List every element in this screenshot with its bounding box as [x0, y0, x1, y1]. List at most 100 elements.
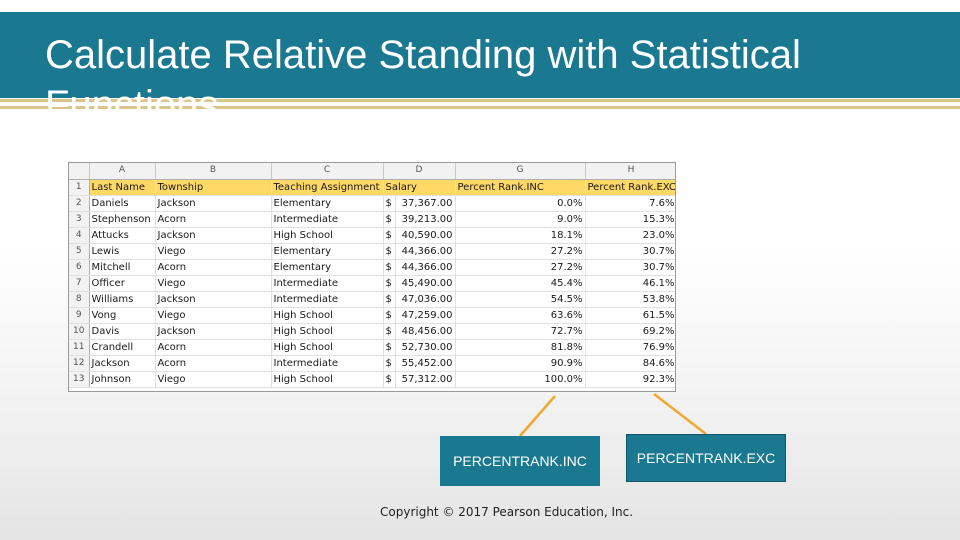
cell-last: Attucks: [89, 227, 156, 244]
cell-cur: $: [383, 275, 396, 292]
cell-cur: $: [383, 339, 396, 356]
cell-assignment: Elementary: [271, 195, 384, 212]
callout-label: PERCENTRANK.EXC: [636, 450, 776, 466]
cell-last: Stephenson: [89, 211, 156, 228]
row-number: 2: [69, 195, 90, 212]
column-letter: G: [455, 163, 586, 180]
table-row: 3 Stephenson Acorn Intermediate $39,213.00 9.…: [69, 211, 675, 228]
row-number: 9: [69, 307, 90, 324]
cell-inc: 18.1%: [455, 227, 586, 244]
column-letter: A: [89, 163, 156, 180]
cell-assignment: High School: [271, 323, 384, 340]
cell-township: Acorn: [155, 211, 272, 228]
cell-assignment: Intermediate: [271, 211, 384, 228]
cell-inc: 27.2%: [455, 243, 586, 260]
cell-last: Daniels: [89, 195, 156, 212]
cell-cur: $: [383, 259, 396, 276]
header-cell: Percent Rank.EXC: [585, 179, 675, 196]
cell-township: Viego: [155, 371, 272, 388]
cell-last: Mitchell: [89, 259, 156, 276]
table-row: 10 Davis Jackson High School $48,456.00 72.7%…: [69, 323, 675, 340]
cell-township: Acorn: [155, 355, 272, 372]
column-letter: B: [155, 163, 272, 180]
table-row: 4 Attucks Jackson High School $40,590.00 18.1…: [69, 227, 675, 244]
cell-exc: 92.3%: [585, 371, 675, 388]
cell-exc: 7.6%: [585, 195, 675, 212]
percentrank-inc-callout: PERCENTRANK.INC: [440, 436, 600, 486]
cell-exc: 46.1%: [585, 275, 675, 292]
cell-salary: 47,259.00: [395, 307, 456, 324]
copyright-notice: Copyright © 2017 Pearson Education, Inc.: [380, 505, 634, 519]
cell-last: Officer: [89, 275, 156, 292]
cell-exc: 69.2%: [585, 323, 675, 340]
cell-inc: 54.5%: [455, 291, 586, 308]
cell-salary: 44,366.00: [395, 259, 456, 276]
percentrank-exc-callout: PERCENTRANK.EXC: [626, 434, 786, 482]
row-number: 13: [69, 371, 90, 388]
row-number: 7: [69, 275, 90, 292]
spreadsheet-grid: A B C D G H 1 Last Name Township Teachin…: [69, 163, 675, 388]
cell-cur: $: [383, 355, 396, 372]
cell-assignment: Elementary: [271, 243, 384, 260]
table-row: 11 Crandell Acorn High School $52,730.00 81.8…: [69, 339, 675, 356]
cell-assignment: Intermediate: [271, 291, 384, 308]
cell-township: Acorn: [155, 339, 272, 356]
cell-township: Jackson: [155, 227, 272, 244]
cell-exc: 15.3%: [585, 211, 675, 228]
column-letter: H: [585, 163, 675, 180]
header-cell: Teaching Assignment: [271, 179, 384, 196]
row-number: 3: [69, 211, 90, 228]
cell-salary: 39,213.00: [395, 211, 456, 228]
corner-cell: [69, 163, 90, 180]
row-number: 10: [69, 323, 90, 340]
cell-exc: 23.0%: [585, 227, 675, 244]
spreadsheet-screenshot: A B C D G H 1 Last Name Township Teachin…: [68, 162, 676, 392]
cell-cur: $: [383, 195, 396, 212]
cell-cur: $: [383, 243, 396, 260]
cell-last: Jackson: [89, 355, 156, 372]
table-row: 7 Officer Viego Intermediate $45,490.00 45.4%…: [69, 275, 675, 292]
column-letter: D: [383, 163, 456, 180]
cell-inc: 9.0%: [455, 211, 586, 228]
cell-assignment: High School: [271, 371, 384, 388]
cell-salary: 55,452.00: [395, 355, 456, 372]
table-row: 2 Daniels Jackson Elementary $37,367.00 0.0% 7…: [69, 195, 675, 212]
table-row: 8 Williams Jackson Intermediate $47,036.00 54…: [69, 291, 675, 308]
callout-label: PERCENTRANK.INC: [453, 453, 587, 469]
cell-salary: 40,590.00: [395, 227, 456, 244]
cell-township: Acorn: [155, 259, 272, 276]
table-header-row: 1 Last Name Township Teaching Assignment…: [69, 179, 675, 196]
cell-salary: 48,456.00: [395, 323, 456, 340]
cell-assignment: Intermediate: [271, 355, 384, 372]
cell-salary: 45,490.00: [395, 275, 456, 292]
header-cell: Salary: [383, 179, 456, 196]
cell-cur: $: [383, 227, 396, 244]
row-number: 11: [69, 339, 90, 356]
cell-assignment: High School: [271, 339, 384, 356]
row-number: 4: [69, 227, 90, 244]
column-header-row: A B C D G H: [69, 163, 675, 180]
cell-exc: 84.6%: [585, 355, 675, 372]
cell-last: Williams: [89, 291, 156, 308]
header-cell: Percent Rank.INC: [455, 179, 586, 196]
cell-assignment: High School: [271, 227, 384, 244]
cell-inc: 100.0%: [455, 371, 586, 388]
cell-last: Lewis: [89, 243, 156, 260]
cell-inc: 27.2%: [455, 259, 586, 276]
connector-inc: [519, 395, 556, 437]
cell-exc: 61.5%: [585, 307, 675, 324]
table-row: 6 Mitchell Acorn Elementary $44,366.00 27.2% 3…: [69, 259, 675, 276]
cell-salary: 57,312.00: [395, 371, 456, 388]
cell-township: Viego: [155, 243, 272, 260]
cell-exc: 53.8%: [585, 291, 675, 308]
cell-cur: $: [383, 371, 396, 388]
cell-assignment: Elementary: [271, 259, 384, 276]
column-letter: C: [271, 163, 384, 180]
cell-salary: 47,036.00: [395, 291, 456, 308]
cell-inc: 63.6%: [455, 307, 586, 324]
header-cell: Last Name: [89, 179, 156, 196]
title-band: [0, 12, 960, 98]
title-accent-line: [0, 99, 960, 102]
cell-salary: 37,367.00: [395, 195, 456, 212]
